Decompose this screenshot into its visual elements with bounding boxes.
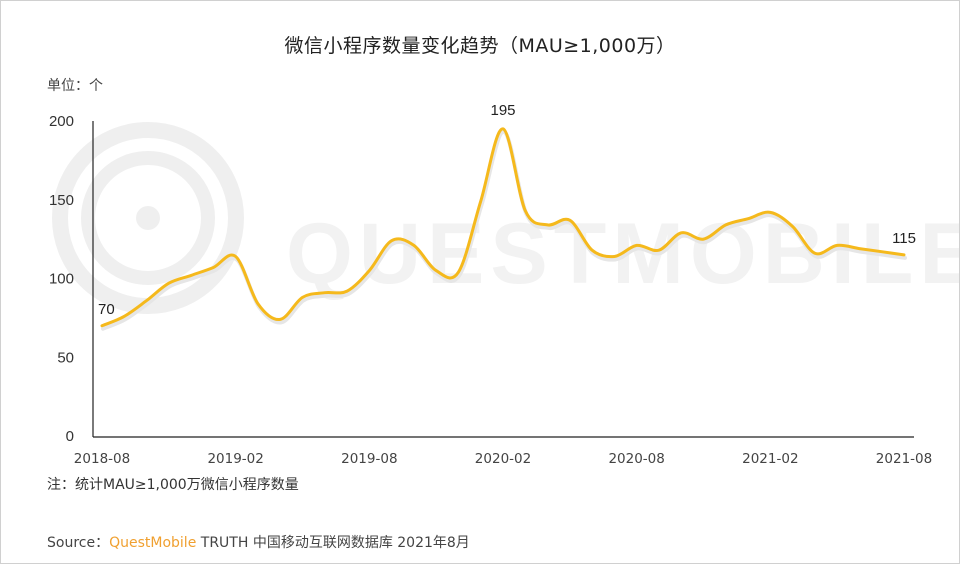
y-tick-label: 100 (49, 271, 74, 288)
footnote: 注：统计MAU≥1,000万微信小程序数量 (47, 477, 299, 493)
source-rest: TRUTH 中国移动互联网数据库 2021年8月 (196, 535, 470, 551)
data-label: 115 (892, 230, 916, 247)
source-line: Source：QuestMobile TRUTH 中国移动互联网数据库 2021… (47, 532, 470, 552)
x-tick-label: 2021-02 (742, 451, 798, 467)
x-tick-label: 2018-08 (74, 451, 130, 467)
y-tick-label: 150 (49, 192, 74, 209)
y-tick-labels: 0 50 100 150 200 (49, 113, 74, 445)
source-prefix: Source： (47, 535, 110, 551)
questmobile-watermark-icon (52, 122, 244, 314)
data-label: 70 (98, 301, 115, 318)
series-line (100, 127, 906, 328)
x-tick-label: 2019-08 (341, 451, 397, 467)
chart-title: 微信小程序数量变化趋势（MAU≥1,000万） (284, 35, 676, 57)
y-tick-label: 200 (49, 113, 74, 130)
y-tick-label: 50 (57, 349, 74, 366)
y-tick-label: 0 (66, 428, 74, 445)
x-tick-label: 2019-02 (207, 451, 263, 467)
x-tick-label: 2020-08 (608, 451, 664, 467)
data-labels: 70 195 115 (98, 102, 916, 318)
unit-label: 单位：个 (47, 78, 103, 94)
source-brand: QuestMobile (109, 535, 197, 551)
data-label: 195 (490, 102, 515, 119)
x-tick-labels: 2018-08 2019-02 2019-08 2020-02 2020-08 2021-… (74, 451, 932, 467)
x-tick-label: 2020-02 (475, 451, 531, 467)
x-tick-label: 2021-08 (876, 451, 932, 467)
watermark-dot (136, 206, 160, 230)
